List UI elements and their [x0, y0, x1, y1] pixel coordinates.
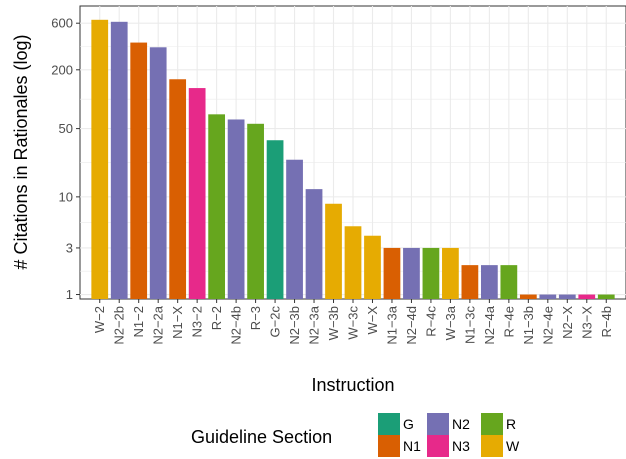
x-tick-label: W−3b	[326, 306, 341, 340]
x-tick-label: N2−X	[560, 306, 575, 339]
bar	[227, 119, 245, 300]
x-tick-label: N1−X	[170, 306, 185, 339]
y-tick-label: 200	[51, 62, 73, 77]
legend-swatch	[481, 413, 503, 435]
x-tick-label: N1−3b	[521, 306, 536, 345]
y-tick-label: 600	[51, 16, 73, 31]
bar	[130, 42, 148, 300]
y-axis-ticks: 1 3 10 50 200 600	[51, 16, 80, 302]
legend-label: N2	[452, 416, 470, 432]
legend-title: Guideline Section	[191, 427, 332, 447]
legend-label: N1	[403, 438, 421, 454]
legend-label: G	[403, 416, 414, 432]
legend: Guideline Section G N1 N2 N3 RW	[191, 413, 520, 457]
x-tick-label: N3−2	[190, 306, 205, 337]
bar	[558, 294, 576, 299]
x-axis-title: Instruction	[311, 375, 394, 395]
x-tick-label: W−X	[365, 306, 380, 335]
bar	[578, 294, 596, 299]
x-tick-label: N2−4d	[404, 306, 419, 345]
x-tick-label: R−2	[209, 306, 224, 330]
bars	[91, 19, 615, 300]
legend-swatch	[378, 435, 400, 457]
bar	[325, 203, 342, 299]
x-tick-label: N1−2	[131, 306, 146, 337]
bar	[266, 140, 284, 299]
bar	[364, 235, 381, 299]
x-tick-label: N2−4e	[540, 306, 555, 345]
bar	[344, 226, 362, 299]
bar	[461, 265, 479, 299]
bar	[188, 88, 206, 299]
x-tick-label: W−3c	[346, 306, 361, 340]
bar	[305, 189, 323, 299]
bar	[208, 114, 226, 299]
legend-label: N3	[452, 438, 470, 454]
x-tick-label: N2−4b	[229, 306, 244, 345]
legend-label: R	[506, 416, 516, 432]
bar	[597, 294, 615, 299]
x-tick-label: N3−X	[579, 306, 594, 339]
legend-swatch	[378, 413, 400, 435]
bar	[247, 123, 264, 299]
bar	[500, 265, 518, 299]
x-tick-label: W−3a	[443, 305, 458, 340]
bar	[480, 265, 498, 299]
x-tick-label: N2−2a	[151, 305, 166, 344]
x-tick-label: N2−3a	[307, 305, 322, 344]
legend-swatch	[427, 413, 449, 435]
bar	[422, 247, 440, 299]
x-tick-label: W−2	[92, 306, 107, 333]
bar	[286, 159, 303, 299]
x-tick-label: R−4c	[423, 306, 438, 337]
x-tick-label: G−2c	[268, 306, 283, 338]
bar	[149, 47, 167, 299]
x-tick-label: N2−2b	[112, 306, 127, 345]
bar	[169, 79, 187, 299]
bar	[110, 21, 128, 299]
bar	[539, 294, 557, 299]
bar	[403, 247, 420, 299]
legend-swatch	[427, 435, 449, 457]
y-tick-label: 50	[59, 121, 73, 136]
legend-swatch	[481, 435, 503, 457]
y-tick-label: 10	[59, 189, 73, 204]
bar	[519, 294, 537, 299]
y-tick-label: 1	[66, 287, 73, 302]
bar	[91, 19, 109, 299]
x-tick-label: N1−3a	[384, 305, 399, 344]
x-tick-label: N2−3b	[287, 306, 302, 345]
bar	[442, 247, 459, 299]
y-tick-label: 3	[66, 240, 73, 255]
bar	[383, 247, 401, 299]
x-tick-label: R−3	[248, 306, 263, 330]
y-axis-title: # Citations in Rationales (log)	[11, 34, 31, 269]
x-axis-ticks: W−2 N2−2b N1−2 N2−2a N1−X N3−2 R−2 N2−4b R−3 G−2c…	[92, 299, 614, 345]
legend-label: W	[506, 438, 520, 454]
x-tick-label: N2−4a	[482, 305, 497, 344]
x-tick-label: N1−3c	[462, 306, 477, 344]
x-tick-label: R−4e	[501, 306, 516, 337]
x-tick-label: R−4b	[599, 306, 614, 337]
